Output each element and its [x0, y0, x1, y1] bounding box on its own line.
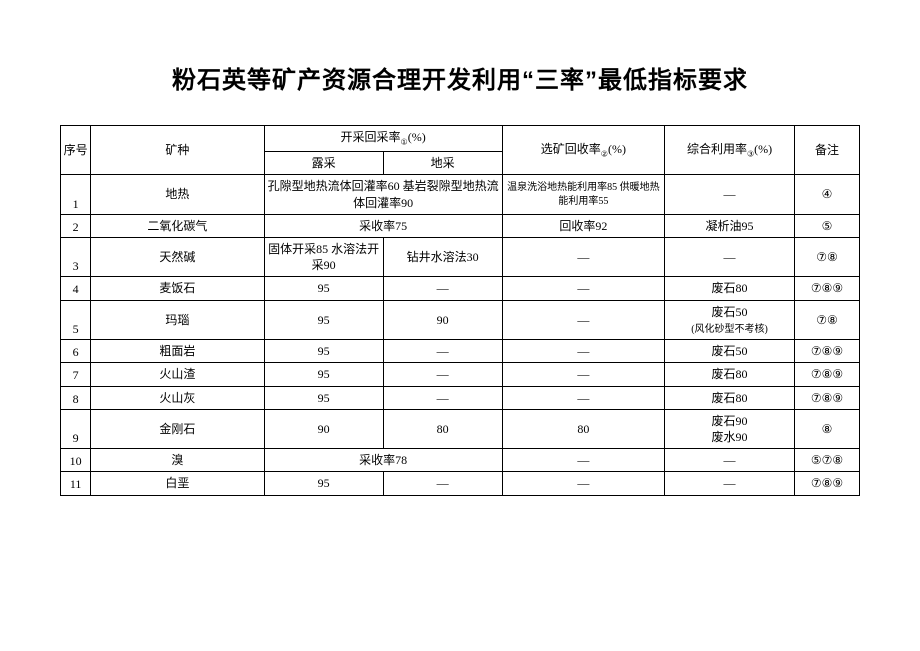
cell-under: —: [383, 472, 502, 495]
cell-open: 90: [264, 409, 383, 448]
cell-compre: —: [665, 237, 795, 276]
table-row: 6粗面岩95——废石50⑦⑧⑨: [61, 340, 860, 363]
col-kind: 矿种: [91, 126, 264, 175]
cell-remark: ⑧: [794, 409, 859, 448]
cell-compre: —: [665, 472, 795, 495]
cell-dressing: —: [502, 472, 664, 495]
cell-compre: 废石80: [665, 363, 795, 386]
cell-compre: —: [665, 175, 795, 214]
col-under: 地采: [383, 152, 502, 175]
cell-dressing: —: [502, 340, 664, 363]
cell-compre: 废石90废水90: [665, 409, 795, 448]
cell-under: 钻井水溶法30: [383, 237, 502, 276]
cell-seq: 7: [61, 363, 91, 386]
cell-remark: ⑦⑧⑨: [794, 386, 859, 409]
table-row: 2二氧化碳气采收率75回收率92凝析油95⑤: [61, 214, 860, 237]
cell-under: 90: [383, 300, 502, 340]
cell-open: 95: [264, 340, 383, 363]
table-body: 1地热孔隙型地热流体回灌率60 基岩裂隙型地热流体回灌率90温泉洗浴地热能利用率…: [61, 175, 860, 495]
cell-compre: 废石50(风化砂型不考核): [665, 300, 795, 340]
cell-kind: 玛瑙: [91, 300, 264, 340]
col-open: 露采: [264, 152, 383, 175]
table-header: 序号 矿种 开采回采率①(%) 选矿回收率②(%) 综合利用率③(%) 备注 露…: [61, 126, 860, 175]
cell-remark: ⑦⑧⑨: [794, 340, 859, 363]
cell-kind: 粗面岩: [91, 340, 264, 363]
cell-under: 80: [383, 409, 502, 448]
cell-seq: 8: [61, 386, 91, 409]
page-title: 粉石英等矿产资源合理开发利用“三率”最低指标要求: [60, 60, 860, 95]
cell-remark: ⑦⑧: [794, 237, 859, 276]
cell-seq: 5: [61, 300, 91, 340]
cell-mining-merged: 采收率78: [264, 449, 502, 472]
cell-kind: 麦饭石: [91, 277, 264, 300]
cell-seq: 11: [61, 472, 91, 495]
cell-open: 95: [264, 277, 383, 300]
cell-kind: 地热: [91, 175, 264, 214]
cell-kind: 天然碱: [91, 237, 264, 276]
cell-compre: 废石80: [665, 386, 795, 409]
cell-dressing: 温泉洗浴地热能利用率85 供暖地热能利用率55: [502, 175, 664, 214]
cell-remark: ⑦⑧⑨: [794, 472, 859, 495]
cell-dressing: —: [502, 386, 664, 409]
document-page: 粉石英等矿产资源合理开发利用“三率”最低指标要求 序号 矿种 开采回采率①(%)…: [0, 0, 920, 496]
table-row: 8火山灰95——废石80⑦⑧⑨: [61, 386, 860, 409]
table-row: 3天然碱固体开采85 水溶法开采90钻井水溶法30——⑦⑧: [61, 237, 860, 276]
col-seq: 序号: [61, 126, 91, 175]
table-row: 4麦饭石95——废石80⑦⑧⑨: [61, 277, 860, 300]
cell-remark: ⑦⑧: [794, 300, 859, 340]
cell-seq: 2: [61, 214, 91, 237]
cell-compre: 废石80: [665, 277, 795, 300]
cell-remark: ④: [794, 175, 859, 214]
table-row: 7火山渣95——废石80⑦⑧⑨: [61, 363, 860, 386]
table-row: 9金刚石908080废石90废水90⑧: [61, 409, 860, 448]
cell-kind: 火山灰: [91, 386, 264, 409]
cell-seq: 1: [61, 175, 91, 214]
cell-dressing: 80: [502, 409, 664, 448]
table-row: 1地热孔隙型地热流体回灌率60 基岩裂隙型地热流体回灌率90温泉洗浴地热能利用率…: [61, 175, 860, 214]
col-remark: 备注: [794, 126, 859, 175]
cell-open: 95: [264, 386, 383, 409]
cell-kind: 白垩: [91, 472, 264, 495]
cell-dressing: —: [502, 277, 664, 300]
cell-under: —: [383, 277, 502, 300]
col-mining: 开采回采率①(%): [264, 126, 502, 152]
cell-mining-merged: 采收率75: [264, 214, 502, 237]
col-dressing: 选矿回收率②(%): [502, 126, 664, 175]
cell-mining-merged: 孔隙型地热流体回灌率60 基岩裂隙型地热流体回灌率90: [264, 175, 502, 214]
cell-open: 95: [264, 300, 383, 340]
cell-seq: 9: [61, 409, 91, 448]
cell-open: 固体开采85 水溶法开采90: [264, 237, 383, 276]
cell-kind: 金刚石: [91, 409, 264, 448]
cell-open: 95: [264, 363, 383, 386]
table-row: 10溴采收率78——⑤⑦⑧: [61, 449, 860, 472]
cell-compre: 凝析油95: [665, 214, 795, 237]
cell-kind: 溴: [91, 449, 264, 472]
cell-compre: —: [665, 449, 795, 472]
cell-under: —: [383, 340, 502, 363]
cell-under: —: [383, 386, 502, 409]
cell-seq: 6: [61, 340, 91, 363]
indicators-table: 序号 矿种 开采回采率①(%) 选矿回收率②(%) 综合利用率③(%) 备注 露…: [60, 125, 860, 496]
cell-dressing: —: [502, 237, 664, 276]
cell-dressing: 回收率92: [502, 214, 664, 237]
cell-kind: 火山渣: [91, 363, 264, 386]
table-row: 11白垩95———⑦⑧⑨: [61, 472, 860, 495]
cell-open: 95: [264, 472, 383, 495]
cell-remark: ⑤: [794, 214, 859, 237]
cell-under: —: [383, 363, 502, 386]
cell-seq: 10: [61, 449, 91, 472]
cell-dressing: —: [502, 449, 664, 472]
cell-remark: ⑦⑧⑨: [794, 363, 859, 386]
table-row: 5玛瑙9590—废石50(风化砂型不考核)⑦⑧: [61, 300, 860, 340]
col-compre: 综合利用率③(%): [665, 126, 795, 175]
cell-seq: 4: [61, 277, 91, 300]
cell-dressing: —: [502, 363, 664, 386]
cell-kind: 二氧化碳气: [91, 214, 264, 237]
cell-compre: 废石50: [665, 340, 795, 363]
cell-remark: ⑤⑦⑧: [794, 449, 859, 472]
cell-remark: ⑦⑧⑨: [794, 277, 859, 300]
cell-dressing: —: [502, 300, 664, 340]
cell-seq: 3: [61, 237, 91, 276]
